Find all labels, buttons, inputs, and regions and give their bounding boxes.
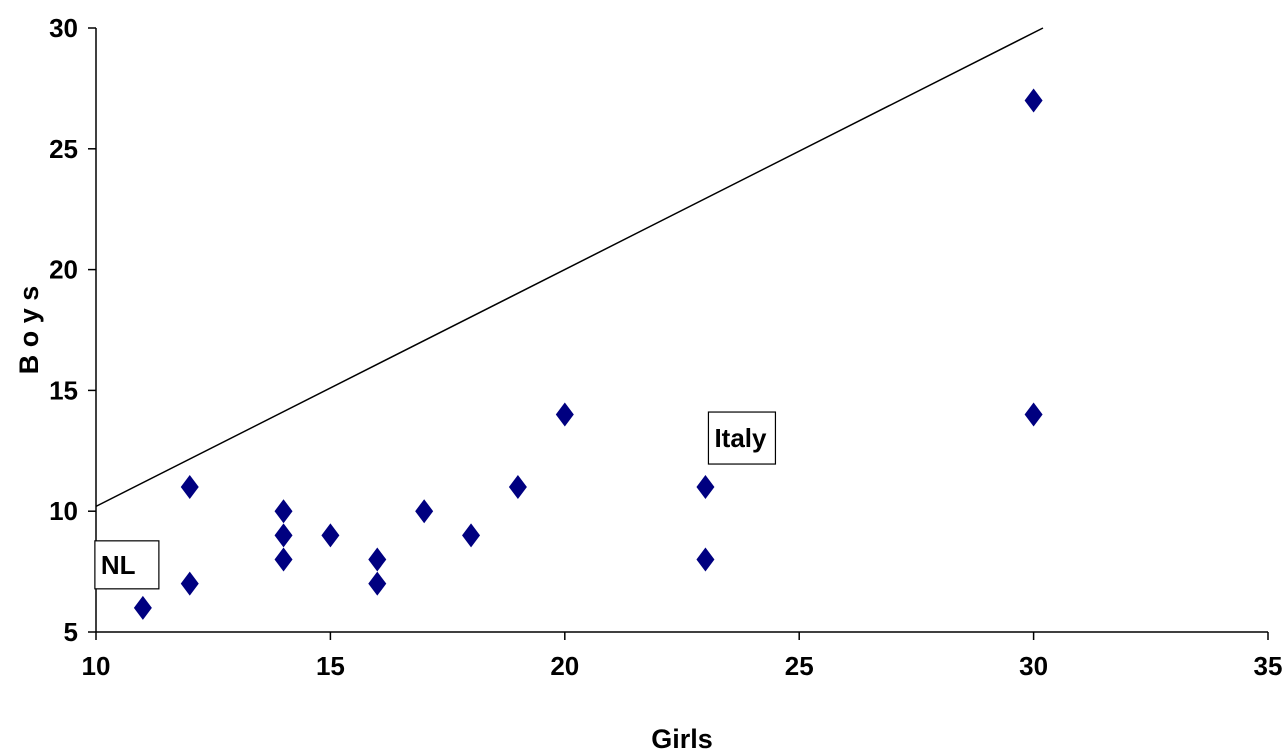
annotation-box [94, 540, 160, 590]
data-point [1024, 402, 1043, 427]
x-tick-label: 10 [82, 651, 111, 681]
data-point [462, 523, 481, 548]
data-point [368, 547, 387, 572]
data-point [368, 571, 387, 596]
data-point [415, 499, 434, 524]
annotation-label: Italy [714, 423, 767, 453]
annotation-label: NL [101, 550, 136, 580]
data-point [321, 523, 340, 548]
annotations: NL Italy [94, 411, 777, 590]
data-point [696, 475, 715, 500]
data-point [1024, 88, 1043, 113]
y-tick-label: 5 [64, 617, 78, 647]
annotation-nl: NL [94, 540, 160, 590]
data-point [274, 499, 293, 524]
x-axis-title: Girls [651, 724, 713, 754]
y-tick-label: 10 [49, 496, 78, 526]
data-point [696, 547, 715, 572]
y-tick-label: 25 [49, 134, 78, 164]
data-point [180, 571, 199, 596]
y-tick-label: 30 [49, 13, 78, 43]
x-ticks: 10 15 20 25 30 35 [82, 632, 1283, 681]
data-point [274, 523, 293, 548]
data-point [508, 475, 527, 500]
data-points [133, 88, 1043, 620]
x-tick-label: 35 [1254, 651, 1283, 681]
y-ticks: 5 10 15 20 25 30 [49, 13, 96, 647]
x-tick-label: 20 [550, 651, 579, 681]
y-tick-label: 20 [49, 255, 78, 285]
data-point [555, 402, 574, 427]
y-tick-label: 15 [49, 375, 78, 405]
annotation-box [707, 411, 777, 465]
x-tick-label: 30 [1019, 651, 1048, 681]
x-tick-label: 25 [785, 651, 814, 681]
y-axis-title: B o y s [14, 286, 44, 375]
data-point [133, 595, 152, 620]
x-tick-label: 15 [316, 651, 345, 681]
data-point [274, 547, 293, 572]
reference-line [95, 27, 1044, 508]
data-point [180, 475, 199, 500]
annotation-italy: Italy [707, 411, 777, 465]
